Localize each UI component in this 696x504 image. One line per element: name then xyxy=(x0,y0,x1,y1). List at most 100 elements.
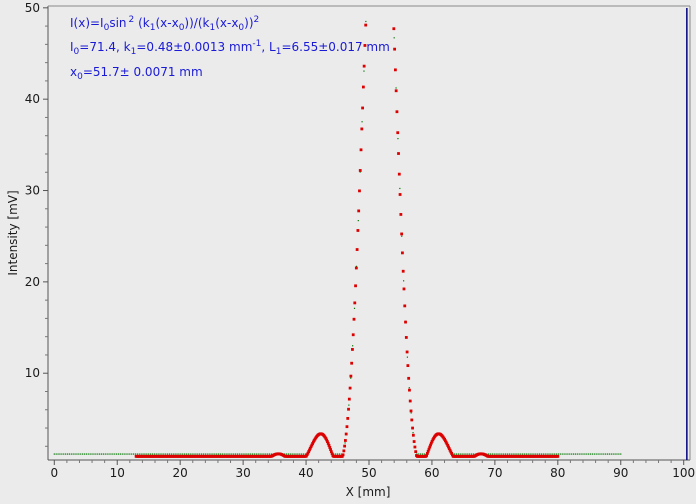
measured-point xyxy=(257,453,259,455)
fit-point xyxy=(410,418,414,422)
measured-point xyxy=(361,121,363,123)
measured-point xyxy=(151,453,154,455)
measured-point xyxy=(251,453,254,455)
fit-point xyxy=(344,432,348,436)
fit-point xyxy=(407,376,411,380)
y-axis-title: Intensity [mV] xyxy=(6,190,20,275)
measured-point xyxy=(155,453,157,455)
measured-point xyxy=(550,453,552,455)
fit-point xyxy=(429,443,432,447)
measured-point xyxy=(165,453,167,455)
measured-point xyxy=(350,377,352,379)
measured-point xyxy=(121,453,123,455)
measured-point xyxy=(357,220,359,222)
measured-point xyxy=(233,453,235,455)
fit-point xyxy=(428,445,432,449)
fit-point xyxy=(426,449,430,453)
measured-point xyxy=(55,453,57,455)
measured-point xyxy=(614,453,616,455)
measured-point xyxy=(285,453,288,455)
measured-point xyxy=(561,453,563,455)
measured-point xyxy=(527,453,529,455)
measured-point xyxy=(605,453,607,455)
fit-point xyxy=(398,193,402,196)
measured-point xyxy=(304,453,307,455)
measured-point xyxy=(612,453,614,455)
measured-point xyxy=(174,453,176,455)
y-tick-label: 10 xyxy=(25,366,40,380)
measured-point xyxy=(234,453,237,455)
measured-point xyxy=(95,453,97,455)
measured-point xyxy=(93,453,95,455)
measured-point xyxy=(159,453,161,455)
fit-point xyxy=(308,446,312,450)
measured-point xyxy=(518,453,520,455)
measured-point xyxy=(503,453,505,455)
fit-point xyxy=(409,409,413,413)
fit-point xyxy=(362,64,366,68)
fit-point xyxy=(328,446,332,449)
fit-point xyxy=(341,453,345,457)
fit-point xyxy=(307,450,311,453)
fit-point xyxy=(447,447,451,451)
measured-point xyxy=(134,453,137,455)
measured-point xyxy=(172,453,174,455)
measured-point xyxy=(110,453,112,455)
fit-point xyxy=(350,361,354,365)
measured-point xyxy=(183,453,186,455)
measured-point xyxy=(516,453,518,455)
measured-point xyxy=(565,453,567,455)
measured-point xyxy=(457,453,459,455)
measured-point xyxy=(465,453,467,455)
fit-point xyxy=(306,451,310,455)
measured-point xyxy=(138,453,140,455)
fit-point xyxy=(401,251,404,255)
fit-point xyxy=(351,348,354,351)
fit-point xyxy=(396,131,400,135)
measured-point xyxy=(348,404,350,406)
measured-point xyxy=(87,453,89,455)
measured-point xyxy=(195,453,197,455)
fit-point xyxy=(430,439,434,443)
measured-point xyxy=(461,453,463,455)
measured-point xyxy=(555,453,558,455)
measured-point xyxy=(210,453,212,455)
fit-point xyxy=(363,44,367,47)
measured-point xyxy=(584,453,586,455)
measured-point xyxy=(189,453,191,455)
measured-point xyxy=(240,453,242,455)
fit-point xyxy=(445,442,449,446)
measured-point xyxy=(259,453,261,455)
x-tick-label: 90 xyxy=(613,466,628,480)
measured-point xyxy=(163,453,165,455)
fit-point xyxy=(352,317,356,321)
measured-point xyxy=(454,453,456,455)
fit-point xyxy=(412,440,416,443)
measured-point xyxy=(582,453,584,455)
measured-point xyxy=(236,453,239,455)
fit-point xyxy=(414,450,418,454)
measured-point xyxy=(166,453,169,455)
measured-point xyxy=(393,37,395,39)
fit-point xyxy=(408,399,412,403)
measured-point xyxy=(299,453,301,455)
measured-point xyxy=(270,453,273,455)
measured-point xyxy=(53,453,55,455)
measured-point xyxy=(200,453,203,455)
fit-point xyxy=(304,454,308,458)
measured-point xyxy=(229,453,231,455)
fit-point xyxy=(405,350,409,354)
measured-point xyxy=(80,453,82,455)
measured-point xyxy=(333,453,335,455)
measured-point xyxy=(127,453,129,455)
fit-point xyxy=(393,47,397,51)
measured-point xyxy=(148,453,150,455)
measured-point xyxy=(227,453,229,455)
fit-point xyxy=(426,451,429,455)
measured-point xyxy=(176,453,178,455)
measured-point xyxy=(491,453,493,455)
measured-point xyxy=(153,453,155,455)
fit-point xyxy=(411,433,415,437)
measured-point xyxy=(114,453,116,455)
measured-point xyxy=(363,70,365,72)
